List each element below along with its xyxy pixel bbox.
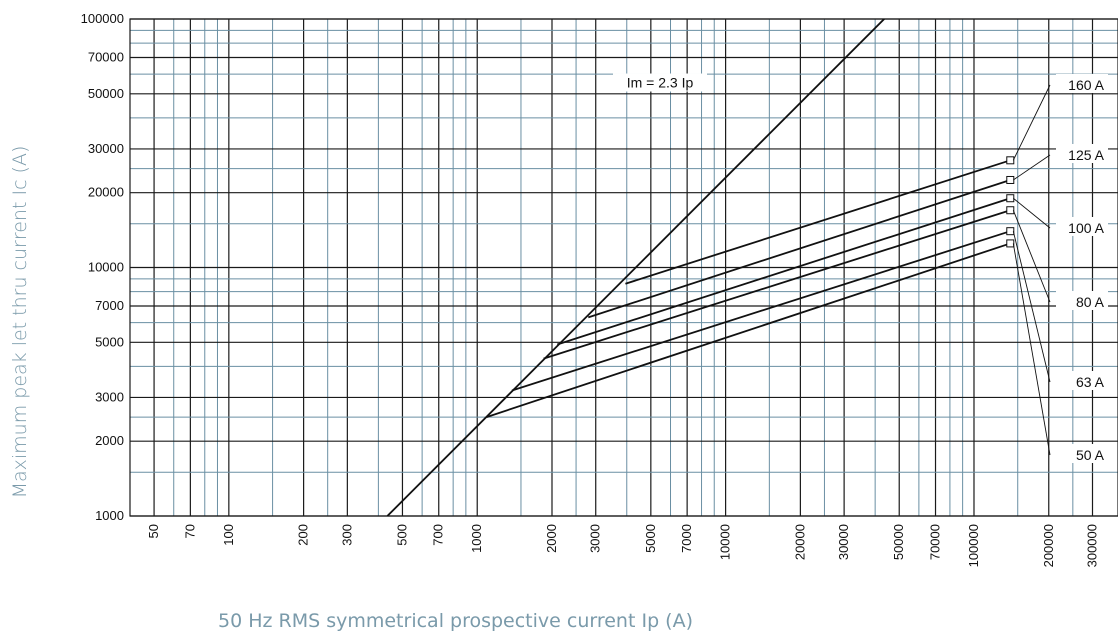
y-tick-label: 20000 — [88, 185, 124, 200]
callout-leader — [1013, 197, 1051, 229]
grid — [129, 18, 1118, 517]
series-end-marker — [1006, 239, 1015, 248]
x-tick-label: 700 — [431, 524, 446, 546]
y-tick-label: 100000 — [81, 11, 124, 26]
callout-label-bg — [1056, 371, 1108, 390]
series-end-marker — [1006, 156, 1015, 165]
callout-label-bg — [1056, 444, 1108, 463]
reference-line — [386, 19, 885, 516]
x-tick-label: 5000 — [643, 524, 658, 553]
x-tick-label: 100 — [221, 524, 236, 546]
x-tick-label: 300 — [339, 524, 354, 546]
plot-frame — [129, 18, 1118, 517]
x-tick-label: 70 — [182, 524, 197, 538]
x-tick-label: 7000 — [679, 524, 694, 553]
series-line — [511, 230, 1011, 392]
series-label: 125 A — [1068, 147, 1104, 163]
x-tick-label: 20000 — [792, 524, 807, 560]
callout-leader — [1012, 231, 1051, 383]
series-end-marker — [1006, 206, 1015, 215]
x-tick-label: 200000 — [1041, 524, 1056, 567]
y-tick-label: 50000 — [88, 86, 124, 101]
series-label: 160 A — [1068, 77, 1104, 93]
y-tick-label: 1000 — [95, 508, 124, 523]
series-label: 50 A — [1076, 447, 1105, 463]
callout-leader — [1013, 154, 1051, 181]
series-line — [543, 209, 1011, 360]
series-end-marker — [1006, 227, 1015, 236]
callout-leader — [1012, 84, 1051, 161]
y-tick-label: 70000 — [88, 49, 124, 64]
series-line — [556, 197, 1011, 346]
series-label: 100 A — [1068, 220, 1104, 236]
x-tick-label: 10000 — [718, 524, 733, 560]
x-tick-label: 3000 — [588, 524, 603, 553]
series-line — [625, 159, 1011, 285]
y-tick-label: 3000 — [95, 389, 124, 404]
y-tick-label: 7000 — [95, 298, 124, 313]
x-tick-label: 500 — [394, 524, 409, 546]
reference-label-bg — [613, 73, 707, 92]
y-tick-label: 5000 — [95, 334, 124, 349]
y-tick-label: 30000 — [88, 141, 124, 156]
y-axis-title: Maximum peak let thru current Ic (A) — [9, 145, 31, 499]
callout-label-bg — [1056, 144, 1108, 163]
x-tick-label: 1000 — [469, 524, 484, 553]
x-tick-label: 300000 — [1085, 524, 1100, 567]
x-axis-title: 50 Hz RMS symmetrical prospective curren… — [218, 610, 693, 632]
series-end-marker — [1006, 194, 1015, 203]
series-line — [486, 242, 1011, 418]
callout-label-bg — [1056, 74, 1108, 93]
callout-label-bg — [1056, 291, 1108, 310]
x-tick-label: 50000 — [891, 524, 906, 560]
callout-leader — [1012, 243, 1051, 456]
callout-label-bg — [1056, 217, 1108, 236]
series-end-marker — [1006, 175, 1015, 184]
series-label: 80 A — [1076, 294, 1105, 310]
x-tick-label: 200 — [296, 524, 311, 546]
series-line — [588, 179, 1011, 319]
y-tick-label: 10000 — [88, 260, 124, 275]
series-label: 63 A — [1076, 374, 1105, 390]
x-tick-label: 70000 — [928, 524, 943, 560]
y-tick-label: 2000 — [95, 433, 124, 448]
x-tick-label: 2000 — [544, 524, 559, 553]
x-tick-label: 30000 — [836, 524, 851, 560]
plot-lines — [386, 19, 1011, 516]
reference-label: Im = 2.3 Ip — [627, 75, 694, 91]
x-tick-label: 50 — [146, 524, 161, 538]
callout-leader — [1012, 210, 1051, 303]
x-tick-label: 100000 — [966, 524, 981, 567]
